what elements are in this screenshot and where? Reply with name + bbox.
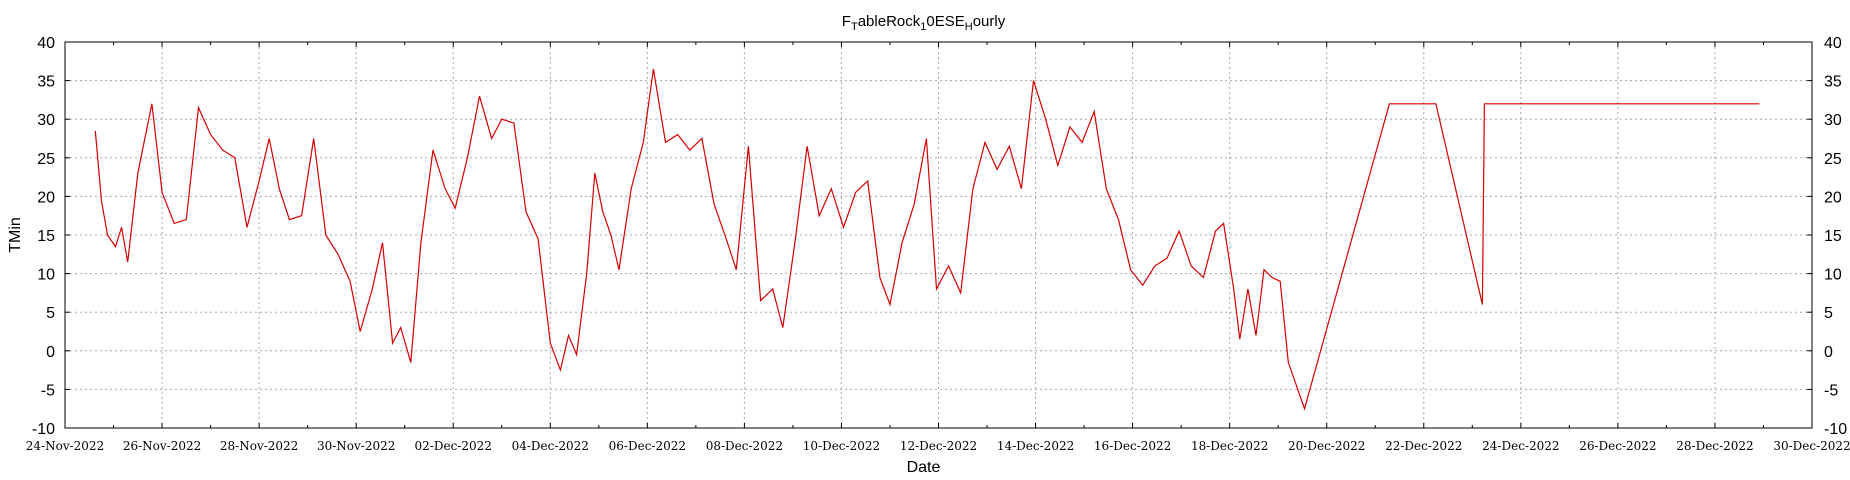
title-part: ableRock <box>858 13 921 30</box>
title-part: F <box>842 13 851 30</box>
series-layer <box>94 68 1760 411</box>
y-tick-label-right: -5 <box>1824 382 1838 399</box>
tick-labels: 24-Nov-2022 26-Nov-2022 28-Nov-2022 30-Nov-… <box>26 35 1850 453</box>
y-tick-label-right: 0 <box>1824 344 1833 361</box>
axis-ticks <box>64 41 1813 429</box>
title-subscript: T <box>851 21 858 33</box>
y-tick-label-right: -10 <box>1824 421 1847 438</box>
plot-frame <box>64 41 1813 429</box>
y-tick-label-left: 5 <box>46 305 55 322</box>
y-tick-label-left: 0 <box>46 344 55 361</box>
series-line-tmin <box>94 68 1760 411</box>
x-tick-label: 28-Nov-2022 <box>220 439 298 453</box>
x-tick-label: 16-Dec-2022 <box>1094 439 1171 453</box>
y-tick-label-right: 35 <box>1824 74 1842 91</box>
x-axis-title: Date <box>907 459 941 476</box>
x-tick-label: 14-Dec-2022 <box>997 439 1074 453</box>
title-part: 0ESE <box>926 13 964 30</box>
x-tick-label: 10-Dec-2022 <box>803 439 880 453</box>
x-tick-label: 12-Dec-2022 <box>900 439 977 453</box>
x-tick-label: 30-Nov-2022 <box>317 439 395 453</box>
x-tick-label: 24-Nov-2022 <box>26 439 104 453</box>
x-tick-label: 08-Dec-2022 <box>706 439 783 453</box>
y-tick-label-right: 5 <box>1824 305 1833 322</box>
grid <box>65 42 1812 428</box>
y-tick-label-left: 20 <box>37 189 55 206</box>
x-tick-label: 22-Dec-2022 <box>1385 439 1462 453</box>
x-tick-label: 28-Dec-2022 <box>1676 439 1753 453</box>
y-tick-label-left: -5 <box>41 382 55 399</box>
x-tick-label: 02-Dec-2022 <box>415 439 492 453</box>
chart-title: FTableRock10ESEHourly <box>842 13 1006 33</box>
x-tick-label: 20-Dec-2022 <box>1288 439 1365 453</box>
y-tick-label-right: 10 <box>1824 267 1842 284</box>
y-tick-label-right: 40 <box>1824 35 1842 52</box>
y-tick-label-left: 25 <box>37 151 55 168</box>
y-tick-label-left: 40 <box>37 35 55 52</box>
x-tick-label: 26-Dec-2022 <box>1579 439 1656 453</box>
y-tick-label-left: -10 <box>32 421 55 438</box>
y-tick-label-left: 10 <box>37 267 55 284</box>
x-tick-label: 30-Dec-2022 <box>1773 439 1850 453</box>
y-tick-label-right: 30 <box>1824 112 1842 129</box>
y-tick-label-left: 35 <box>37 74 55 91</box>
y-axis-title: TMin <box>7 217 24 253</box>
x-tick-label: 18-Dec-2022 <box>1191 439 1268 453</box>
x-tick-label: 04-Dec-2022 <box>512 439 589 453</box>
x-tick-label: 26-Nov-2022 <box>123 439 201 453</box>
y-tick-label-right: 15 <box>1824 228 1842 245</box>
title-subscript: 1 <box>920 21 926 33</box>
y-tick-label-right: 25 <box>1824 151 1842 168</box>
y-tick-label-left: 30 <box>37 112 55 129</box>
x-tick-label: 24-Dec-2022 <box>1482 439 1559 453</box>
x-tick-label: 06-Dec-2022 <box>609 439 686 453</box>
title-part: ourly <box>973 13 1006 30</box>
y-tick-label-left: 15 <box>37 228 55 245</box>
title-subscript: H <box>965 21 973 33</box>
y-tick-label-right: 20 <box>1824 189 1842 206</box>
